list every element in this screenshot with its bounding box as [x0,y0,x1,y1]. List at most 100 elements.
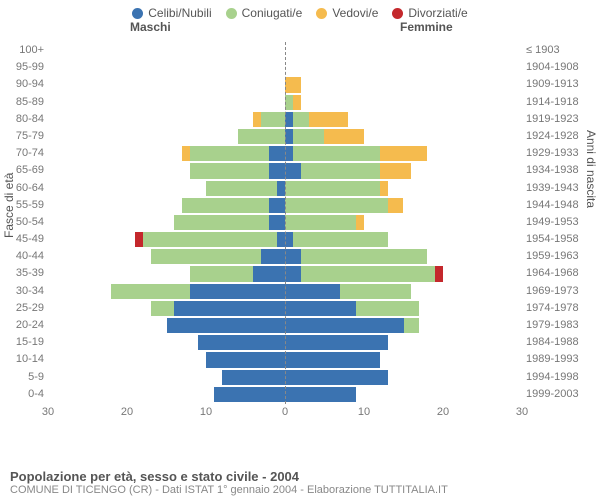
bar-segment [285,95,293,110]
age-label: 85-89 [4,96,44,108]
bar-segment [285,387,356,402]
bar-segment [340,284,411,299]
bar-segment [293,112,309,127]
year-label: 1979-1983 [526,319,596,331]
male-bar [48,318,285,333]
male-bar [48,232,285,247]
bar-segment [151,301,175,316]
female-bar [285,352,522,367]
age-label: 5-9 [4,371,44,383]
female-bar [285,335,522,350]
legend: Celibi/NubiliConiugati/eVedovi/eDivorzia… [0,0,600,20]
female-bar [285,215,522,230]
bar-segment [380,146,427,161]
bar-segment [293,129,325,144]
bar-segment [190,266,253,281]
bar-segment [285,370,388,385]
bar-segment [293,232,388,247]
female-bar [285,181,522,196]
bar-segment [380,181,388,196]
male-bar [48,112,285,127]
bar-segment [182,198,269,213]
legend-swatch [226,8,237,19]
male-bar [48,60,285,75]
female-bar [285,95,522,110]
bar-segment [285,112,293,127]
chart-subtitle: COMUNE DI TICENGO (CR) - Dati ISTAT 1° g… [10,484,448,496]
legend-label: Divorziati/e [408,6,467,20]
year-label: 1954-1958 [526,233,596,245]
legend-label: Coniugati/e [242,6,303,20]
year-label: 1919-1923 [526,113,596,125]
year-label: 1914-1918 [526,96,596,108]
age-label: 25-29 [4,302,44,314]
bar-segment [261,112,285,127]
year-label: 1934-1938 [526,164,596,176]
female-header: Femmine [400,20,453,34]
bar-segment [285,335,388,350]
bar-segment [269,215,285,230]
female-bar [285,249,522,264]
bar-segment [206,181,277,196]
age-label: 60-64 [4,182,44,194]
bar-segment [380,163,412,178]
age-label: 45-49 [4,233,44,245]
year-label: 1939-1943 [526,182,596,194]
bar-segment [269,163,285,178]
male-bar [48,387,285,402]
age-label: 90-94 [4,78,44,90]
legend-label: Vedovi/e [332,6,378,20]
age-label: 20-24 [4,319,44,331]
male-bar [48,301,285,316]
bar-segment [269,146,285,161]
male-bar [48,335,285,350]
male-bar [48,249,285,264]
age-label: 55-59 [4,199,44,211]
bar-segment [261,249,285,264]
year-label: ≤ 1903 [526,44,596,56]
age-label: 10-14 [4,353,44,365]
bar-segment [190,163,269,178]
bar-segment [285,146,293,161]
x-tick: 30 [516,406,528,418]
bar-segment [285,352,380,367]
year-label: 1984-1988 [526,336,596,348]
legend-swatch [132,8,143,19]
bar-segment [285,129,293,144]
male-bar [48,146,285,161]
bar-segment [174,215,269,230]
x-tick: 20 [437,406,449,418]
year-label: 1949-1953 [526,216,596,228]
bar-segment [356,215,364,230]
legend-swatch [392,8,403,19]
bar-segment [174,301,285,316]
year-label: 1909-1913 [526,78,596,90]
female-bar [285,146,522,161]
age-label: 100+ [4,44,44,56]
bar-segment [285,181,380,196]
bar-segment [143,232,277,247]
bar-segment [269,198,285,213]
year-label: 1964-1968 [526,267,596,279]
year-label: 1994-1998 [526,371,596,383]
year-label: 1989-1993 [526,353,596,365]
male-bar [48,266,285,281]
female-bar [285,284,522,299]
bar-segment [214,387,285,402]
bar-segment [206,352,285,367]
male-bar [48,181,285,196]
male-bar [48,163,285,178]
bar-segment [190,284,285,299]
legend-item: Vedovi/e [316,6,378,20]
x-tick: 20 [121,406,133,418]
age-label: 70-74 [4,147,44,159]
legend-swatch [316,8,327,19]
bar-segment [190,146,269,161]
bar-segment [253,112,261,127]
legend-item: Coniugati/e [226,6,303,20]
age-label: 35-39 [4,267,44,279]
year-label: 1969-1973 [526,285,596,297]
male-bar [48,129,285,144]
x-tick: 10 [200,406,212,418]
female-bar [285,318,522,333]
